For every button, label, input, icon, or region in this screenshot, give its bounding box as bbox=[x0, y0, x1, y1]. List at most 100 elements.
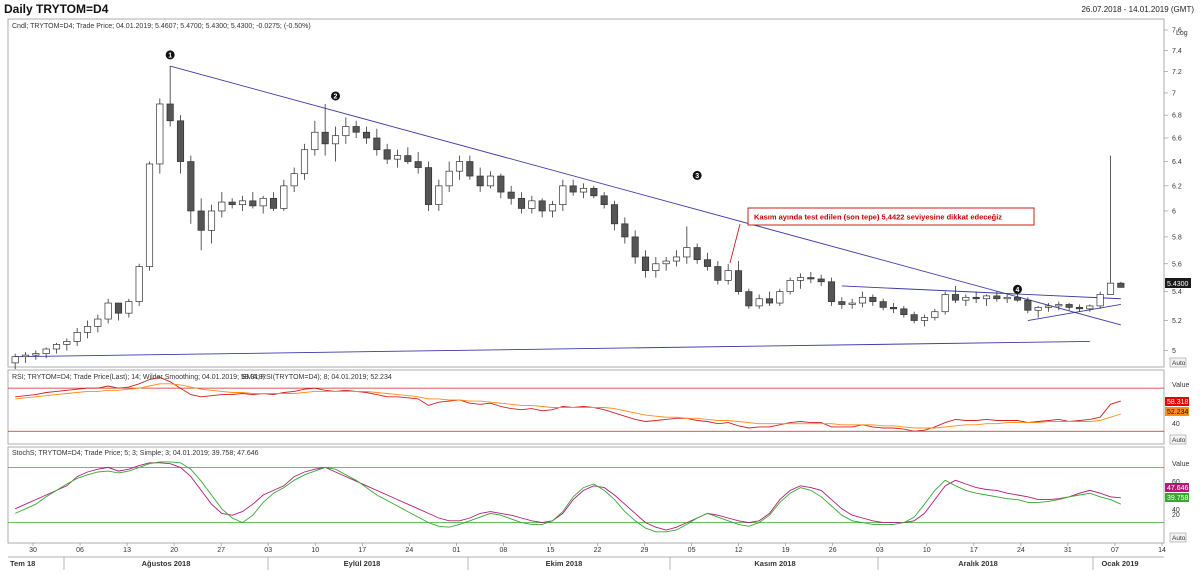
candle bbox=[352, 120, 360, 139]
candle bbox=[373, 128, 381, 156]
x-month-label: Ekim 2018 bbox=[546, 559, 583, 568]
x-month-label: Ocak 2019 bbox=[1101, 559, 1138, 568]
x-tick-label: 06 bbox=[76, 547, 84, 554]
candle bbox=[838, 297, 846, 309]
candle bbox=[755, 294, 763, 309]
candle bbox=[765, 291, 774, 306]
candle bbox=[590, 185, 598, 199]
candle bbox=[383, 143, 391, 164]
candle bbox=[703, 252, 712, 271]
price-y-axis: 7.6 7.4 7.2 7 6.8 6.6 6.4 6.2 6 5.8 5.6 5.4 5.2 5 bbox=[1164, 28, 1182, 355]
candle bbox=[455, 155, 464, 180]
price-legend: Cndl; TRYTOM=D4; Trade Price; 04.01.2019… bbox=[12, 23, 311, 30]
y-tick-label: 5.2 bbox=[1172, 318, 1182, 325]
trendlines bbox=[15, 65, 1121, 358]
rsi-panel-frame bbox=[7, 369, 1165, 445]
candle bbox=[404, 147, 412, 164]
y-tick-label: 6.8 bbox=[1172, 113, 1182, 120]
candle bbox=[631, 230, 639, 264]
ema-legend: EMA; RSI(TRYTOM=D4); 8; 04.01.2019; 52.2… bbox=[242, 374, 392, 381]
stoch-k-line bbox=[15, 462, 1121, 531]
candle bbox=[600, 192, 608, 209]
candle bbox=[848, 298, 856, 309]
price-auto-button[interactable]: Auto bbox=[1169, 357, 1187, 368]
x-tick-label: 14 bbox=[1158, 547, 1166, 554]
stoch-k-badge: 47.646 bbox=[1165, 483, 1189, 492]
rsi-auto-label: Auto bbox=[1172, 437, 1186, 444]
log-scale-label: Log bbox=[1176, 30, 1188, 37]
annotation-callout: Kasım ayında test edilen (son tepe) 5,44… bbox=[729, 207, 1035, 264]
candle bbox=[176, 115, 185, 174]
rsi-line bbox=[15, 376, 1121, 432]
wave-marker: 3 bbox=[692, 170, 702, 180]
rsi-tick-40: 40 bbox=[1172, 421, 1180, 428]
wave-marker: 4 bbox=[1013, 284, 1022, 294]
ema-line bbox=[15, 383, 1121, 429]
stoch-d-value: 39.758 bbox=[1167, 495, 1189, 502]
candle bbox=[507, 185, 515, 205]
candle bbox=[869, 294, 877, 306]
trendline bbox=[15, 340, 1090, 358]
candle bbox=[238, 195, 247, 211]
wave-marker-label: 3 bbox=[695, 173, 699, 180]
stoch-tick-40: 40 bbox=[1172, 507, 1180, 514]
wave-marker-label: 1 bbox=[168, 53, 172, 60]
candle bbox=[445, 161, 453, 193]
x-tick-label: 12 bbox=[735, 547, 743, 554]
candle bbox=[652, 256, 660, 278]
stoch-auto-button[interactable]: Auto bbox=[1169, 532, 1187, 543]
candle bbox=[941, 291, 949, 315]
stoch-panel-frame bbox=[7, 446, 1165, 544]
candle bbox=[931, 308, 939, 321]
candle bbox=[1044, 303, 1053, 312]
wave-marker-label: 2 bbox=[334, 94, 338, 101]
candle bbox=[249, 192, 257, 209]
y-tick-label: 5 bbox=[1172, 348, 1176, 355]
candlesticks bbox=[11, 66, 1125, 370]
stoch-d-badge: 39.758 bbox=[1165, 493, 1189, 502]
candle bbox=[21, 352, 30, 363]
stoch-d-line bbox=[15, 461, 1121, 533]
candle bbox=[993, 291, 1001, 302]
candle bbox=[104, 298, 112, 324]
candle bbox=[1117, 281, 1125, 288]
candle bbox=[331, 126, 340, 162]
x-month-label: Tem 18 bbox=[10, 559, 35, 568]
candle bbox=[745, 288, 753, 309]
candle bbox=[517, 192, 526, 214]
candle bbox=[807, 272, 815, 284]
candle bbox=[42, 347, 50, 359]
ema-value-badge: 52.234 bbox=[1165, 407, 1189, 416]
rsi-auto-button[interactable]: Auto bbox=[1169, 434, 1187, 445]
candle bbox=[393, 149, 402, 168]
candle bbox=[610, 200, 619, 231]
rsi-value: 58.318 bbox=[1167, 399, 1189, 406]
x-tick-label: 10 bbox=[311, 547, 319, 554]
y-tick-label: 6.2 bbox=[1172, 183, 1182, 190]
candle bbox=[63, 338, 71, 351]
candle bbox=[1003, 294, 1011, 304]
x-month-label: Aralık 2018 bbox=[958, 559, 998, 568]
x-tick-label: 19 bbox=[782, 547, 790, 554]
candle bbox=[497, 173, 505, 199]
rsi-value-badge: 58.318 bbox=[1165, 397, 1189, 406]
x-tick-label: 24 bbox=[1017, 547, 1025, 554]
stoch-value-label: Value bbox=[1172, 461, 1189, 468]
price-panel-frame bbox=[7, 18, 1165, 368]
candle bbox=[1034, 305, 1042, 318]
candle bbox=[207, 204, 216, 244]
x-tick-label: 03 bbox=[264, 547, 272, 554]
candle bbox=[362, 126, 371, 144]
candle bbox=[197, 198, 205, 251]
x-tick-label: 29 bbox=[641, 547, 649, 554]
candle bbox=[466, 155, 474, 180]
x-tick-label: 15 bbox=[547, 547, 555, 554]
candle bbox=[486, 171, 495, 189]
x-tick-label: 07 bbox=[1111, 547, 1119, 554]
x-tick-label: 05 bbox=[688, 547, 696, 554]
rsi-value-label: Value bbox=[1172, 382, 1189, 389]
candle bbox=[910, 311, 918, 324]
stoch-auto-label: Auto bbox=[1172, 535, 1186, 542]
candle bbox=[135, 263, 143, 306]
